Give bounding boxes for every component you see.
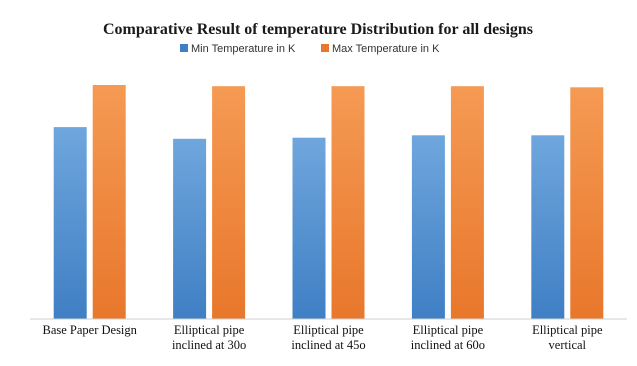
- bar-min-temperature-5: [531, 135, 565, 319]
- x-tick-label-2: Elliptical pipe inclined at 30o: [172, 323, 246, 352]
- legend-swatch-max: [321, 44, 329, 52]
- bar-max-temperature-5: [570, 87, 604, 319]
- x-tick-label-4: Elliptical pipe inclined at 60o: [411, 323, 485, 352]
- legend: Min Temperature in K Max Temperature in K: [180, 43, 440, 55]
- legend-label-min: Min Temperature in K: [191, 43, 296, 55]
- x-tick-label-5: Elliptical pipe vertical: [532, 323, 603, 352]
- legend-label-max: Max Temperature in K: [332, 43, 440, 55]
- x-tick-label-1: Base Paper Design: [42, 323, 137, 337]
- bar-max-temperature-2: [212, 86, 246, 319]
- bar-min-temperature-3: [292, 137, 326, 319]
- x-tick-labels: Base Paper Design Elliptical pipe inclined…: [42, 323, 602, 352]
- bar-min-temperature-1: [53, 127, 87, 319]
- bar-min-temperature-4: [411, 135, 445, 319]
- bar-max-temperature-3: [331, 86, 365, 319]
- chart-title: Comparative Result of temperature Distri…: [103, 21, 533, 38]
- bar-min-temperature-2: [173, 138, 207, 319]
- bar-max-temperature-1: [92, 85, 126, 319]
- bar-max-temperature-4: [450, 86, 484, 319]
- legend-swatch-min: [180, 44, 188, 52]
- x-tick-label-3: Elliptical pipe inclined at 45o: [291, 323, 365, 352]
- bars-group: [53, 85, 604, 319]
